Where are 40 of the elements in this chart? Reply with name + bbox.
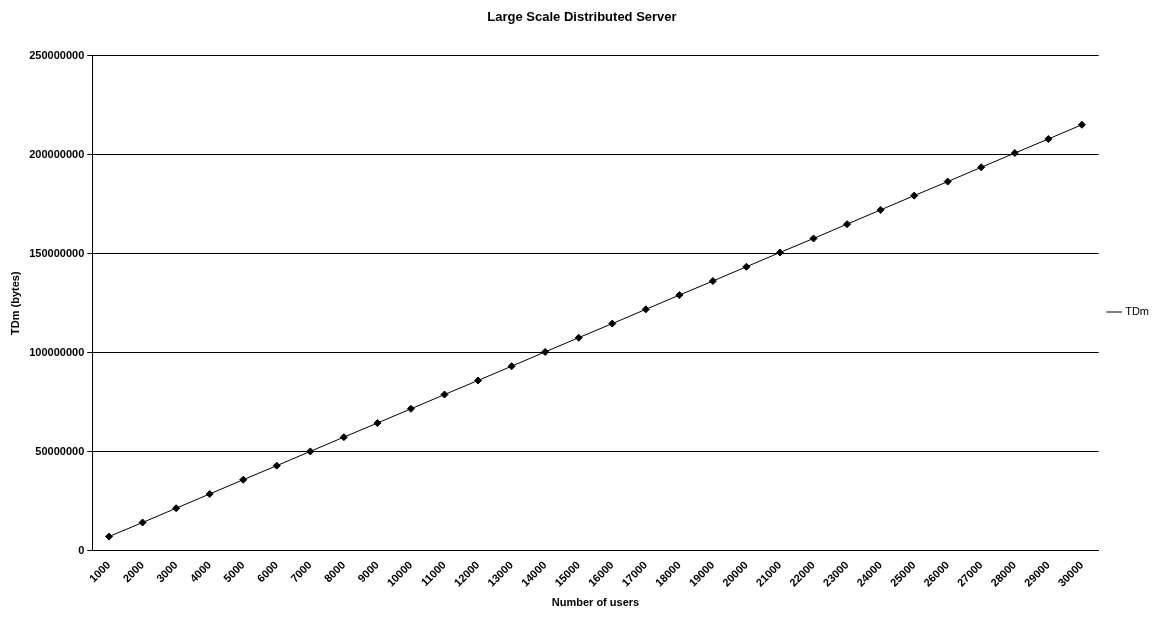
chart-title: Large Scale Distributed Server [487,9,677,25]
point [406,404,415,413]
point [641,305,650,314]
point [675,291,684,300]
y-tick-label: 0 [78,543,85,556]
point [138,518,147,527]
point [943,177,952,186]
y-tick-label: 200000000 [29,147,85,160]
point [440,390,449,399]
point [373,419,382,428]
point [474,376,483,385]
y-axis-title: TDm (bytes) [8,271,21,335]
legend-label: TDm [1125,305,1149,318]
point [775,248,784,257]
y-tick-label: 50000000 [35,444,85,457]
point [574,333,583,342]
point [708,277,717,286]
point [876,205,885,214]
point [272,461,281,470]
y-tick-label: 250000000 [29,48,85,61]
point [910,191,919,200]
point [1010,149,1019,158]
point [507,362,516,371]
point [306,447,315,456]
point [843,220,852,229]
y-tick-label: 100000000 [29,345,85,358]
point [105,532,114,541]
point [1044,135,1053,143]
point [239,475,248,484]
point [172,504,181,513]
y-tick-label: 150000000 [29,246,85,259]
point [977,163,986,172]
x-axis-title: Number of users [551,596,640,609]
point [742,262,751,271]
point [339,433,348,442]
point [809,234,818,243]
point [1077,120,1086,129]
point [541,347,550,356]
point [205,489,214,498]
point [608,319,617,328]
